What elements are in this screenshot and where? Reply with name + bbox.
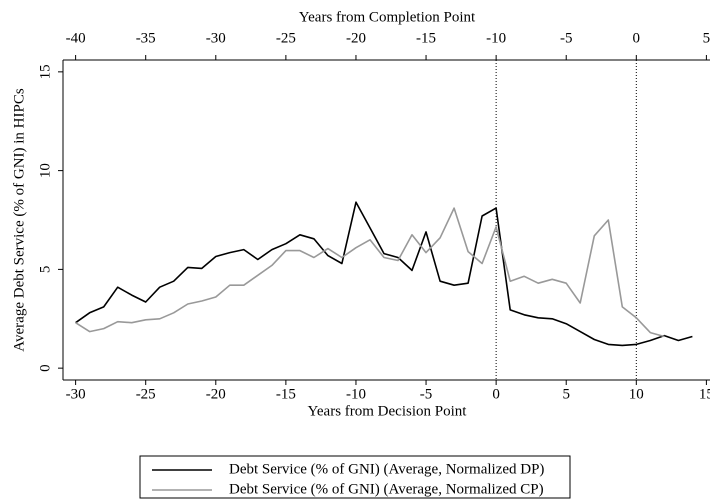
x-tick-label: 10 xyxy=(629,386,644,402)
x-tick-label: -25 xyxy=(136,386,156,402)
legend-label: Debt Service (% of GNI) (Average, Normal… xyxy=(229,461,544,477)
y-tick-label: 0 xyxy=(37,364,53,372)
line xyxy=(75,201,693,347)
top-axis-title: Years from Completion Point xyxy=(299,9,476,25)
top-tick-label: -35 xyxy=(136,30,156,46)
y-tick-label: 15 xyxy=(37,64,53,79)
x-tick-label: 0 xyxy=(492,386,500,402)
top-tick-label: -20 xyxy=(346,30,366,46)
legend-box xyxy=(139,455,571,499)
x-tick-label: -30 xyxy=(66,386,86,402)
top-tick-label: -5 xyxy=(560,30,573,46)
top-tick-label: 0 xyxy=(633,30,641,46)
x-tick-label: -15 xyxy=(276,386,296,402)
x-tick-label: -5 xyxy=(420,386,433,402)
top-tick-label: 5 xyxy=(703,30,710,46)
top-tick-label: -15 xyxy=(416,30,436,46)
x-tick-label: 15 xyxy=(699,386,710,402)
x-tick-label: 5 xyxy=(562,386,570,402)
x-axis-title: Years from Decision Point xyxy=(308,403,468,419)
legend-label: Debt Service (% of GNI) (Average, Normal… xyxy=(229,481,544,497)
x-tick-label: -20 xyxy=(206,386,226,402)
y-axis-title: Average Debt Service (% of GNI) in HIPCs xyxy=(11,88,27,352)
top-tick-label: -30 xyxy=(206,30,226,46)
y-tick-label: 5 xyxy=(37,266,53,274)
x-tick-label: -10 xyxy=(346,386,366,402)
y-tick-label: 10 xyxy=(37,163,53,178)
line xyxy=(75,207,665,338)
top-tick-label: -10 xyxy=(486,30,506,46)
top-tick-label: -40 xyxy=(66,30,86,46)
top-tick-label: -25 xyxy=(276,30,296,46)
